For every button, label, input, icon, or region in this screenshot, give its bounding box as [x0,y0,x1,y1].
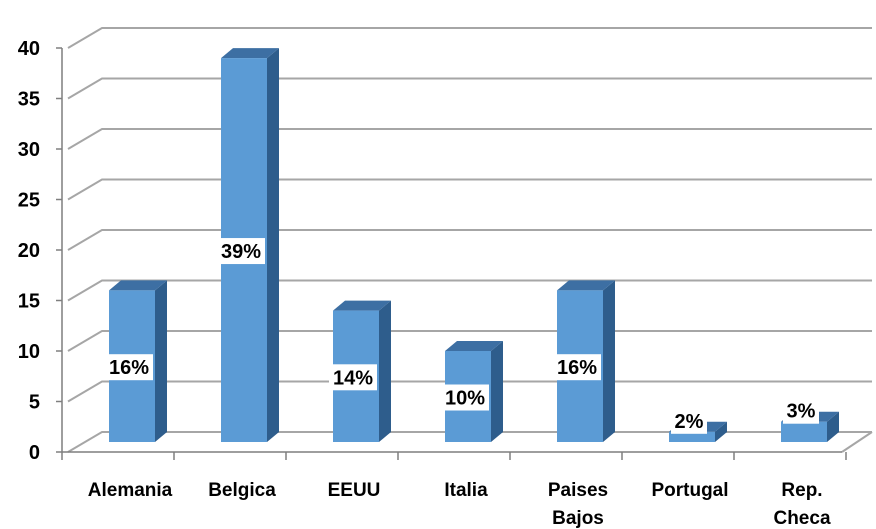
bar-side [603,280,615,442]
y-tick-label: 25 [18,190,40,212]
x-tick-label: Rep. Checa [773,480,830,529]
bar-top [557,280,615,291]
gridline [67,128,872,150]
bar-side [491,341,503,442]
bar-top [333,300,391,311]
x-tick-label: Portugal [651,480,728,501]
axis-layer: 0 5 10 15 20 25 30 35 40 Alemania Belgica EEUU Itali… [18,38,847,529]
y-tick-label: 20 [18,240,40,262]
data-label-box [217,238,265,265]
data-label-box [105,354,153,381]
gridline [67,431,872,453]
data-label: 10% [445,388,485,410]
data-label-box [783,397,819,424]
grid-layer [67,27,873,453]
y-tick-label: 0 [29,442,40,464]
gridline [67,27,872,49]
bar-front [669,431,715,442]
y-tick-label: 10 [18,341,40,363]
x-tick-label: EEUU [328,480,381,501]
gridline [67,178,872,201]
gridline [67,77,872,100]
data-label: 14% [333,367,373,389]
data-label-box [329,364,377,391]
floor-edge [841,431,873,453]
bar-top [109,280,167,291]
data-label: 16% [109,357,149,379]
data-label: 2% [675,411,704,433]
x-tick-label: Paises Bajos [548,480,608,529]
data-label: 39% [221,241,261,263]
gridline [67,279,872,302]
bar-top [221,48,279,59]
y-tick-label: 35 [18,89,40,111]
y-tick-label: 5 [29,392,40,414]
x-tick-label: Belgica [208,480,276,501]
y-tick-label: 40 [18,38,40,60]
y-tick-label: 30 [18,139,40,161]
bar-side [827,411,839,442]
x-tick-label: Alemania [88,480,173,501]
data-label-box [441,384,489,411]
bar-front [781,421,827,442]
gridline [67,330,872,352]
bar-side [267,48,279,442]
data-label-layer: 16% 39% 14% 10% 16% 2% 3% [105,238,819,434]
y-tick-label: 15 [18,291,40,313]
x-tick-label: Italia [444,480,488,501]
data-label-box [553,354,601,381]
gridline [67,380,872,403]
data-label: 16% [557,357,597,379]
bar-side [379,300,391,442]
bar-top [445,341,503,351]
bar-side [715,421,727,442]
gridline [67,229,872,251]
data-label: 3% [787,401,816,423]
bar-side [155,280,167,442]
data-label-box [671,407,707,434]
